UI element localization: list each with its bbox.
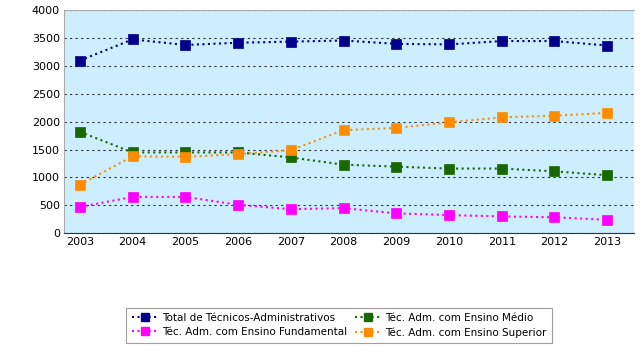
Téc. Adm. com Ensino Fundamental: [182, 195, 189, 199]
Total de Técnicos-Administrativos: [392, 42, 400, 46]
Téc. Adm. com Ensino Fundamental: [392, 211, 400, 215]
Téc. Adm. com Ensino Médio: [182, 150, 189, 155]
Téc. Adm. com Ensino Fundamental: [340, 206, 348, 210]
Total de Técnicos-Administrativos: [234, 41, 242, 45]
Total de Técnicos-Administrativos: [129, 37, 136, 41]
Téc. Adm. com Ensino Médio: [445, 166, 453, 171]
Line: Téc. Adm. com Ensino Médio: Téc. Adm. com Ensino Médio: [75, 127, 612, 180]
Téc. Adm. com Ensino Médio: [129, 150, 136, 155]
Total de Técnicos-Administrativos: [550, 39, 558, 43]
Téc. Adm. com Ensino Fundamental: [234, 203, 242, 207]
Total de Técnicos-Administrativos: [76, 58, 84, 63]
Total de Técnicos-Administrativos: [445, 42, 453, 47]
Téc. Adm. com Ensino Fundamental: [287, 207, 294, 211]
Téc. Adm. com Ensino Médio: [287, 155, 294, 159]
Téc. Adm. com Ensino Médio: [340, 163, 348, 167]
Line: Téc. Adm. com Ensino Fundamental: Téc. Adm. com Ensino Fundamental: [75, 192, 612, 225]
Legend: Total de Técnicos-Administrativos, Téc. Adm. com Ensino Fundamental, Téc. Adm. c: Total de Técnicos-Administrativos, Téc. …: [126, 308, 552, 343]
Total de Técnicos-Administrativos: [182, 43, 189, 47]
Téc. Adm. com Ensino Superior: [445, 120, 453, 125]
Téc. Adm. com Ensino Superior: [287, 148, 294, 152]
Téc. Adm. com Ensino Fundamental: [604, 218, 611, 222]
Téc. Adm. com Ensino Fundamental: [129, 195, 136, 199]
Téc. Adm. com Ensino Médio: [234, 150, 242, 155]
Téc. Adm. com Ensino Médio: [550, 169, 558, 173]
Téc. Adm. com Ensino Fundamental: [550, 215, 558, 219]
Téc. Adm. com Ensino Superior: [76, 183, 84, 187]
Téc. Adm. com Ensino Médio: [498, 166, 506, 171]
Téc. Adm. com Ensino Superior: [550, 113, 558, 118]
Téc. Adm. com Ensino Superior: [498, 115, 506, 119]
Total de Técnicos-Administrativos: [498, 39, 506, 43]
Téc. Adm. com Ensino Médio: [76, 130, 84, 134]
Téc. Adm. com Ensino Médio: [604, 173, 611, 177]
Total de Técnicos-Administrativos: [604, 44, 611, 48]
Line: Total de Técnicos-Administrativos: Total de Técnicos-Administrativos: [75, 34, 612, 65]
Téc. Adm. com Ensino Superior: [129, 154, 136, 158]
Téc. Adm. com Ensino Superior: [392, 126, 400, 130]
Line: Téc. Adm. com Ensino Superior: Téc. Adm. com Ensino Superior: [75, 108, 612, 190]
Total de Técnicos-Administrativos: [287, 40, 294, 44]
Téc. Adm. com Ensino Superior: [182, 155, 189, 159]
Téc. Adm. com Ensino Fundamental: [76, 205, 84, 209]
Téc. Adm. com Ensino Superior: [604, 111, 611, 115]
Téc. Adm. com Ensino Fundamental: [445, 213, 453, 217]
Total de Técnicos-Administrativos: [340, 38, 348, 42]
Téc. Adm. com Ensino Médio: [392, 165, 400, 169]
Téc. Adm. com Ensino Fundamental: [498, 214, 506, 219]
Téc. Adm. com Ensino Superior: [340, 128, 348, 132]
Téc. Adm. com Ensino Superior: [234, 152, 242, 156]
